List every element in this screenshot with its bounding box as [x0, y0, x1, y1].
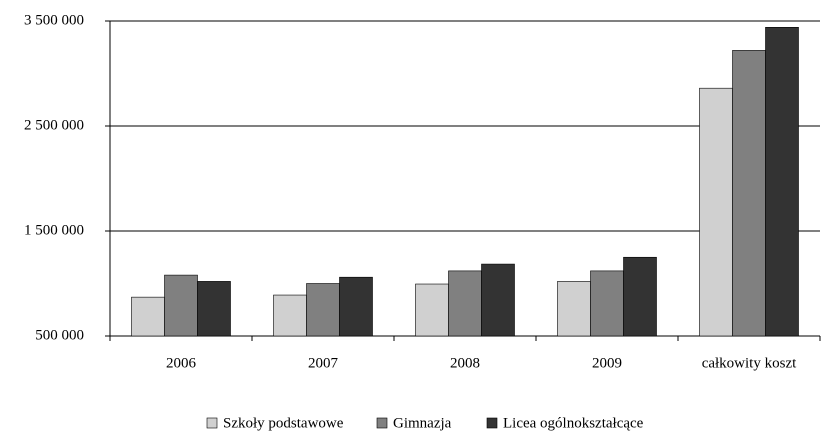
y-tick-label: 1 500 000: [24, 222, 84, 238]
legend-item: Gimnazja: [376, 415, 452, 431]
bar: [306, 283, 340, 337]
bar: [448, 270, 482, 337]
bar: [197, 281, 231, 337]
legend-label: Licea ogólnokształcące: [503, 415, 644, 431]
bar: [481, 263, 515, 337]
bar: [699, 87, 733, 337]
bar: [131, 296, 165, 337]
x-tick-label: 2007: [308, 355, 339, 371]
bar: [164, 274, 198, 337]
bar: [590, 270, 624, 337]
x-tick-label: 2006: [166, 355, 197, 371]
legend-swatch: [206, 417, 218, 429]
x-tick-label: 2008: [450, 355, 480, 371]
y-tick-label: 3 500 000: [24, 12, 84, 28]
legend-swatch: [486, 417, 498, 429]
legend-swatch: [376, 417, 388, 429]
x-tick-label: całkowity koszt: [702, 355, 797, 371]
bar: [415, 283, 449, 337]
bar: [732, 50, 766, 337]
y-tick-label: 500 000: [35, 327, 84, 343]
x-tick-label: 2009: [592, 355, 622, 371]
bar: [273, 294, 307, 337]
legend-item: Licea ogólnokształcące: [486, 415, 644, 431]
bar: [623, 256, 657, 337]
bar: [765, 26, 799, 337]
bar: [557, 281, 591, 337]
legend-label: Gimnazja: [393, 415, 452, 431]
legend-label: Szkoły podstawowe: [223, 415, 344, 431]
legend-item: Szkoły podstawowe: [206, 415, 344, 431]
bar: [339, 276, 373, 337]
y-tick-label: 2 500 000: [24, 117, 84, 133]
